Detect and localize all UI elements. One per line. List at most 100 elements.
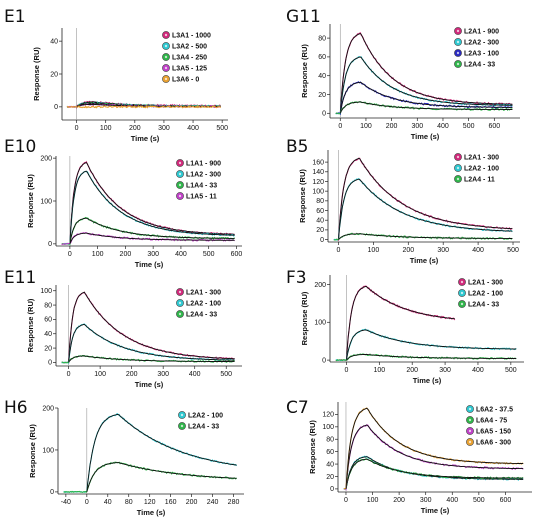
x-tick-label: 0 bbox=[67, 371, 71, 378]
legend-marker-highlight bbox=[178, 161, 182, 165]
legend-marker-highlight bbox=[164, 66, 168, 70]
x-tick-label: 160 bbox=[165, 499, 177, 506]
y-tick-label: 40 bbox=[326, 461, 334, 468]
fit-line bbox=[345, 458, 524, 489]
x-tick-label: 400 bbox=[437, 123, 449, 130]
legend-marker-highlight bbox=[460, 302, 464, 306]
x-tick-label: 300 bbox=[157, 371, 169, 378]
legend-label: L2A1 - 900 bbox=[464, 28, 499, 35]
legend-marker-highlight bbox=[456, 62, 460, 66]
panel-label: G11 bbox=[286, 7, 321, 27]
panel-c7: C7 0 20 40 60 80 100 120 0 100 200 300 400 500 600 Time… bbox=[286, 398, 532, 515]
y-tick-label: 0 bbox=[320, 237, 324, 244]
y-tick-label: 100 bbox=[40, 198, 52, 205]
y-tick-label: 80 bbox=[318, 35, 326, 42]
legend-marker-highlight bbox=[178, 290, 182, 294]
x-axis-title: Time (s) bbox=[131, 134, 160, 143]
legend-marker-highlight bbox=[468, 429, 472, 433]
y-tick-label: 40 bbox=[44, 331, 52, 338]
x-tick-label: 100 bbox=[360, 123, 372, 130]
x-tick-label: 500 bbox=[220, 371, 232, 378]
x-tick-label: 200 bbox=[393, 497, 405, 504]
y-axis-title: Response (RU) bbox=[28, 424, 37, 478]
legend-marker-highlight bbox=[164, 55, 168, 59]
legend-marker-highlight bbox=[456, 166, 460, 170]
y-tick-label: 100 bbox=[42, 447, 54, 454]
panel-label: E11 bbox=[4, 268, 36, 288]
x-tick-label: 300 bbox=[411, 123, 423, 130]
x-tick-label: 120 bbox=[144, 499, 156, 506]
x-tick-label: 100 bbox=[100, 125, 112, 132]
x-tick-label: 400 bbox=[446, 497, 458, 504]
x-tick-label: 500 bbox=[505, 367, 517, 374]
x-axis-title: Time (s) bbox=[135, 380, 164, 389]
legend-marker-highlight bbox=[180, 424, 184, 428]
legend-label: L3A5 - 125 bbox=[172, 65, 207, 72]
legend-label: L3A6 - 0 bbox=[172, 76, 199, 83]
x-tick-label: 0 bbox=[75, 125, 79, 132]
y-tick-label: 20 bbox=[50, 71, 58, 78]
y-tick-label: 40 bbox=[316, 218, 324, 225]
x-axis-title: Time (s) bbox=[137, 508, 166, 517]
y-tick-label: 0 bbox=[54, 104, 58, 111]
legend-marker-highlight bbox=[460, 291, 464, 295]
fit-line bbox=[346, 353, 517, 361]
x-tick-label: 100 bbox=[373, 367, 385, 374]
legend-label: L1A1 - 900 bbox=[186, 160, 221, 167]
legend-marker-highlight bbox=[456, 155, 460, 159]
legend-label: L2A4 - 33 bbox=[186, 311, 217, 318]
x-tick-label: 500 bbox=[463, 123, 475, 130]
legend-label: L6A6 - 300 bbox=[476, 439, 511, 446]
y-tick-label: 20 bbox=[326, 474, 334, 481]
series-line bbox=[66, 104, 222, 109]
y-tick-label: 20 bbox=[318, 92, 326, 99]
y-tick-label: 60 bbox=[316, 208, 324, 215]
legend-label: L6A4 - 75 bbox=[476, 417, 507, 424]
fit-line bbox=[345, 329, 517, 361]
x-tick-label: -40 bbox=[61, 499, 71, 506]
x-tick-label: 280 bbox=[228, 499, 240, 506]
y-tick-label: 100 bbox=[322, 424, 334, 431]
x-tick-label: 0 bbox=[85, 499, 89, 506]
y-tick-label: 0 bbox=[322, 111, 326, 118]
legend-label: L2A4 - 33 bbox=[188, 423, 219, 430]
x-tick-label: 0 bbox=[344, 497, 348, 504]
legend-marker-highlight bbox=[468, 407, 472, 411]
legend-marker-highlight bbox=[460, 280, 464, 284]
x-tick-label: 300 bbox=[158, 125, 170, 132]
y-tick-label: 120 bbox=[322, 412, 334, 419]
x-tick-label: 300 bbox=[147, 251, 159, 258]
legend-marker-highlight bbox=[180, 413, 184, 417]
y-tick-label: 200 bbox=[40, 155, 52, 162]
legend-label: L2A4 - 33 bbox=[464, 61, 495, 68]
fit-line bbox=[339, 56, 513, 114]
y-tick-label: 80 bbox=[44, 302, 52, 309]
panel-b5: B5 0 20 40 60 80 100 120 140 160 0 100 200 300 400 500 T… bbox=[286, 137, 520, 265]
x-tick-label: 200 bbox=[406, 367, 418, 374]
legend-marker-highlight bbox=[456, 40, 460, 44]
x-tick-label: 100 bbox=[367, 497, 379, 504]
legend-label: L2A4 - 33 bbox=[468, 301, 499, 308]
panel-label: B5 bbox=[286, 137, 308, 157]
y-axis-title: Response (RU) bbox=[308, 420, 317, 474]
fit-line bbox=[68, 291, 235, 363]
x-tick-label: 200 bbox=[129, 125, 141, 132]
y-tick-label: 140 bbox=[312, 169, 324, 176]
x-tick-label: 100 bbox=[94, 371, 106, 378]
legend-label: L2A1 - 300 bbox=[186, 289, 221, 296]
panel-label: H6 bbox=[4, 398, 28, 418]
y-tick-label: 40 bbox=[318, 73, 326, 80]
y-tick-label: 60 bbox=[44, 317, 52, 324]
fit-line bbox=[68, 355, 235, 363]
legend-label: L6A2 - 37.5 bbox=[476, 406, 513, 413]
fit-line bbox=[86, 413, 237, 492]
panel-label: E10 bbox=[4, 137, 36, 157]
legend-marker-highlight bbox=[456, 51, 460, 55]
panel-h6: H6 0 100 200 -40 0 40 80 120 160 200 240 280 Time (s)… bbox=[4, 398, 244, 517]
legend-label: L2A1 - 300 bbox=[464, 154, 499, 161]
legend-label: L2A3 - 100 bbox=[464, 50, 499, 57]
series-line bbox=[335, 285, 456, 362]
legend-label: L3A4 - 250 bbox=[172, 54, 207, 61]
x-tick-label: 100 bbox=[92, 251, 104, 258]
